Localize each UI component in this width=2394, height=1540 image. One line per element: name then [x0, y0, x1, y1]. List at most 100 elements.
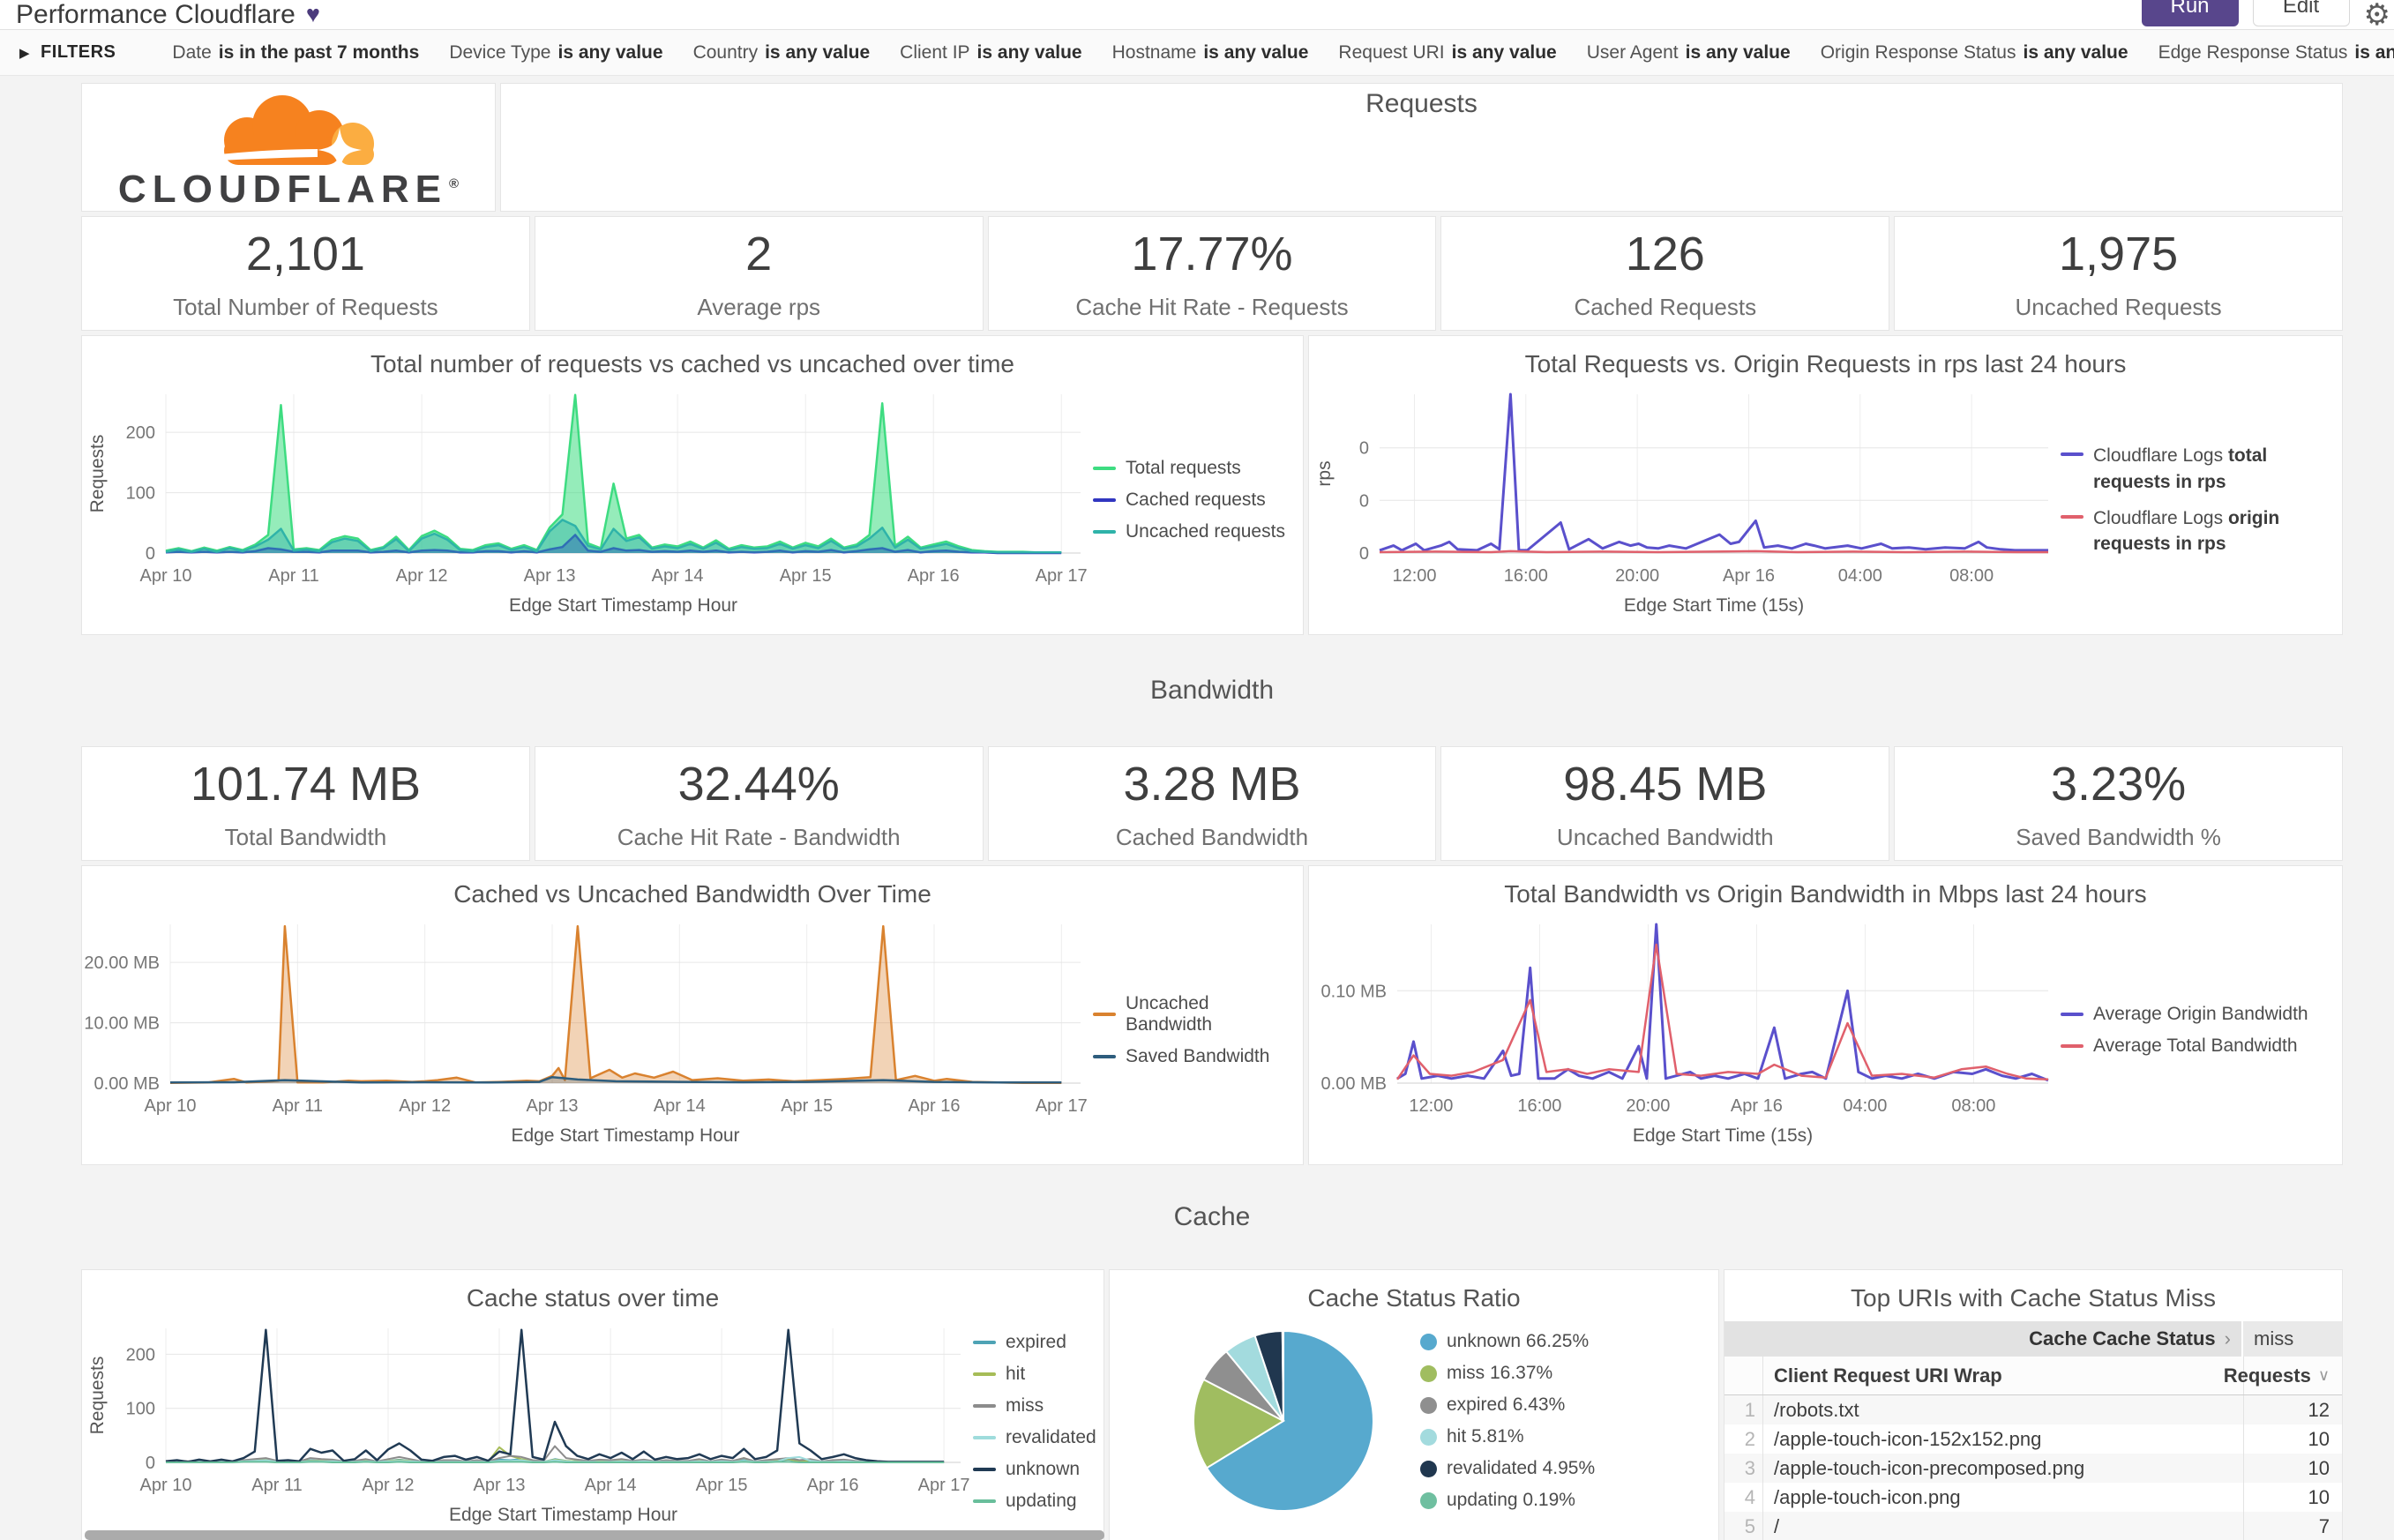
svg-text:200: 200 [126, 423, 155, 443]
filter-item-country[interactable]: Country is any value [692, 41, 871, 63]
filter-item-origin-response-status[interactable]: Origin Response Status is any value [1820, 41, 2128, 63]
svg-text:0: 0 [1359, 439, 1369, 459]
legend-requests-over-time: Total requests Cached requests Uncached … [1093, 458, 1303, 542]
filter-item-user-agent[interactable]: User Agent is any value [1586, 41, 1791, 63]
svg-text:20:00: 20:00 [1615, 566, 1659, 586]
svg-text:Apr 10: Apr 10 [140, 566, 192, 586]
legend-item-unknown[interactable]: unknown [973, 1459, 1098, 1480]
edit-button[interactable]: Edit [2252, 0, 2350, 26]
gear-icon[interactable]: ⚙ [2363, 0, 2390, 32]
legend-item-miss[interactable]: miss [973, 1395, 1098, 1417]
legend-item-revalidated[interactable]: revalidated [973, 1427, 1098, 1448]
legend-item-cached-requests[interactable]: Cached requests [1093, 490, 1298, 511]
sort-chevron-icon: ∨ [2317, 1366, 2330, 1384]
legend-item-hit-pct[interactable]: hit 5.81% [1420, 1426, 1687, 1447]
requests-column-header[interactable]: Requests ∨ [2224, 1357, 2342, 1394]
horizontal-scrollbar[interactable] [85, 1530, 1104, 1540]
legend-item-revalidated-pct[interactable]: revalidated 4.95% [1420, 1458, 1687, 1479]
table-row: 3/apple-touch-icon-precomposed.png 10 [1724, 1454, 2342, 1483]
kpi-cache-hit-rate-requests: 17.77% Cache Hit Rate - Requests [987, 216, 1437, 331]
filters-bar: ▶ FILTERS Date is in the past 7 months De… [0, 30, 2394, 76]
legend-item-updating[interactable]: updating [973, 1491, 1098, 1512]
requests-section-tile: Requests [500, 83, 2343, 212]
legend-cache-status: expired hit miss revalidated unknown upd… [973, 1332, 1103, 1512]
legend-item-total-requests[interactable]: Total requests [1093, 458, 1298, 479]
legend-bandwidth-over-time: Uncached Bandwidth Saved Bandwidth [1093, 993, 1303, 1067]
cloudflare-wordmark: CLOUDFLARE ® [117, 168, 460, 211]
legend-swatch [2061, 1013, 2084, 1016]
svg-text:Apr 17: Apr 17 [918, 1476, 970, 1495]
svg-text:100: 100 [126, 1400, 155, 1419]
kpi-row-bandwidth: 101.74 MB Total Bandwidth 32.44% Cache Hit… [81, 746, 2343, 861]
kpi-average-rps: 2 Average rps [534, 216, 984, 331]
filter-item-request-uri[interactable]: Request URI is any value [1338, 41, 1557, 63]
svg-text:Apr 15: Apr 15 [780, 566, 832, 586]
legend-dot [1420, 1428, 1437, 1446]
filter-item-date[interactable]: Date is in the past 7 months [172, 41, 420, 63]
legend-item-uncached-bandwidth[interactable]: Uncached Bandwidth [1093, 993, 1298, 1035]
legend-item-saved-bandwidth[interactable]: Saved Bandwidth [1093, 1046, 1298, 1067]
svg-text:04:00: 04:00 [1838, 566, 1882, 586]
app-header: Performance Cloudflare ♥ Run Edit ⚙ [0, 0, 2394, 30]
legend-item-total-rps[interactable]: Cloudflare Logs total requests in rps [2061, 443, 2337, 495]
svg-text:0: 0 [146, 1454, 155, 1473]
table-top-uris-cache-miss: Top URIs with Cache Status Miss Cache Ca… [1724, 1269, 2343, 1540]
svg-text:Apr 16: Apr 16 [1723, 566, 1775, 586]
legend-item-hit[interactable]: hit [973, 1364, 1098, 1385]
filter-item-client-ip[interactable]: Client IP is any value [900, 41, 1082, 63]
svg-text:04:00: 04:00 [1843, 1096, 1887, 1116]
legend-item-average-total-bandwidth[interactable]: Average Total Bandwidth [2061, 1035, 2337, 1057]
cloudflare-cloud-icon [203, 95, 374, 172]
legend-item-average-origin-bandwidth[interactable]: Average Origin Bandwidth [2061, 1004, 2337, 1025]
table-pivot-header: Cache Cache Status › miss [1724, 1321, 2342, 1357]
svg-text:Apr 11: Apr 11 [273, 1096, 323, 1116]
svg-text:100: 100 [126, 484, 155, 504]
legend-item-updating-pct[interactable]: updating 0.19% [1420, 1490, 1687, 1511]
chevron-right-icon: › [2224, 1327, 2231, 1349]
filters-toggle[interactable]: ▶ FILTERS [19, 42, 116, 63]
cache-status-ratio-pie [1193, 1329, 1374, 1512]
chart-cache-status-over-time: Cache status over time Apr 10 Apr 11 Apr 1… [81, 1269, 1104, 1540]
svg-text:0: 0 [1359, 491, 1369, 511]
section-title-cache: Cache [1173, 1202, 1251, 1231]
filter-item-hostname[interactable]: Hostname is any value [1111, 41, 1309, 63]
legend-item-expired-pct[interactable]: expired 6.43% [1420, 1394, 1687, 1416]
requests-over-time-plot: Apr 10 Apr 11 Apr 12 Apr 13 Apr 14 Apr 15 Apr … [87, 393, 1088, 616]
svg-text:Apr 17: Apr 17 [1036, 1096, 1088, 1116]
filter-item-device-type[interactable]: Device Type is any value [449, 41, 663, 63]
svg-text:Edge Start Timestamp Hour: Edge Start Timestamp Hour [509, 595, 737, 616]
legend-swatch [1093, 1055, 1116, 1058]
svg-text:16:00: 16:00 [1504, 566, 1548, 586]
chart-bandwidth-over-time: Cached vs Uncached Bandwidth Over Time A… [81, 865, 1304, 1165]
svg-text:16:00: 16:00 [1517, 1096, 1561, 1116]
legend-item-origin-rps[interactable]: Cloudflare Logs origin requests in rps [2061, 505, 2337, 557]
legend-swatch [1093, 498, 1116, 502]
svg-text:10.00 MB: 10.00 MB [84, 1014, 160, 1034]
legend-item-unknown-pct[interactable]: unknown 66.25% [1420, 1331, 1687, 1352]
pivot-value-miss: miss [2243, 1321, 2342, 1357]
chart-rps-24h: Total Requests vs. Origin Requests in rp… [1308, 335, 2343, 635]
svg-text:Apr 14: Apr 14 [652, 566, 704, 586]
svg-text:20.00 MB: 20.00 MB [84, 953, 160, 973]
legend-swatch [973, 1341, 996, 1344]
legend-item-uncached-requests[interactable]: Uncached requests [1093, 521, 1298, 542]
run-button[interactable]: Run [2141, 0, 2239, 26]
svg-text:08:00: 08:00 [1951, 1096, 1995, 1116]
bandwidth-over-time-plot: Apr 10 Apr 11 Apr 12 Apr 13 Apr 14 Apr 15 Apr … [84, 924, 1088, 1146]
legend-swatch [1093, 1013, 1116, 1016]
legend-dot [1420, 1491, 1437, 1509]
kpi-cache-hit-rate-bandwidth: 32.44% Cache Hit Rate - Bandwidth [534, 746, 984, 861]
rps-24h-plot: 12:00 16:00 20:00 Apr 16 04:00 08:00 0 0 0 Edge S… [1314, 392, 2048, 616]
svg-text:0: 0 [146, 544, 155, 564]
kpi-cached-bandwidth: 3.28 MB Cached Bandwidth [987, 746, 1437, 861]
legend-item-miss-pct[interactable]: miss 16.37% [1420, 1363, 1687, 1384]
cloudflare-logo: CLOUDFLARE ® [81, 83, 496, 212]
svg-text:Apr 16: Apr 16 [1731, 1096, 1783, 1116]
svg-text:Edge Start Timestamp Hour: Edge Start Timestamp Hour [511, 1125, 739, 1146]
kpi-total-bandwidth: 101.74 MB Total Bandwidth [81, 746, 530, 861]
legend-item-expired[interactable]: expired [973, 1332, 1098, 1353]
svg-text:0.00 MB: 0.00 MB [1321, 1074, 1387, 1094]
svg-text:20:00: 20:00 [1626, 1096, 1670, 1116]
svg-text:Apr 12: Apr 12 [363, 1476, 415, 1495]
